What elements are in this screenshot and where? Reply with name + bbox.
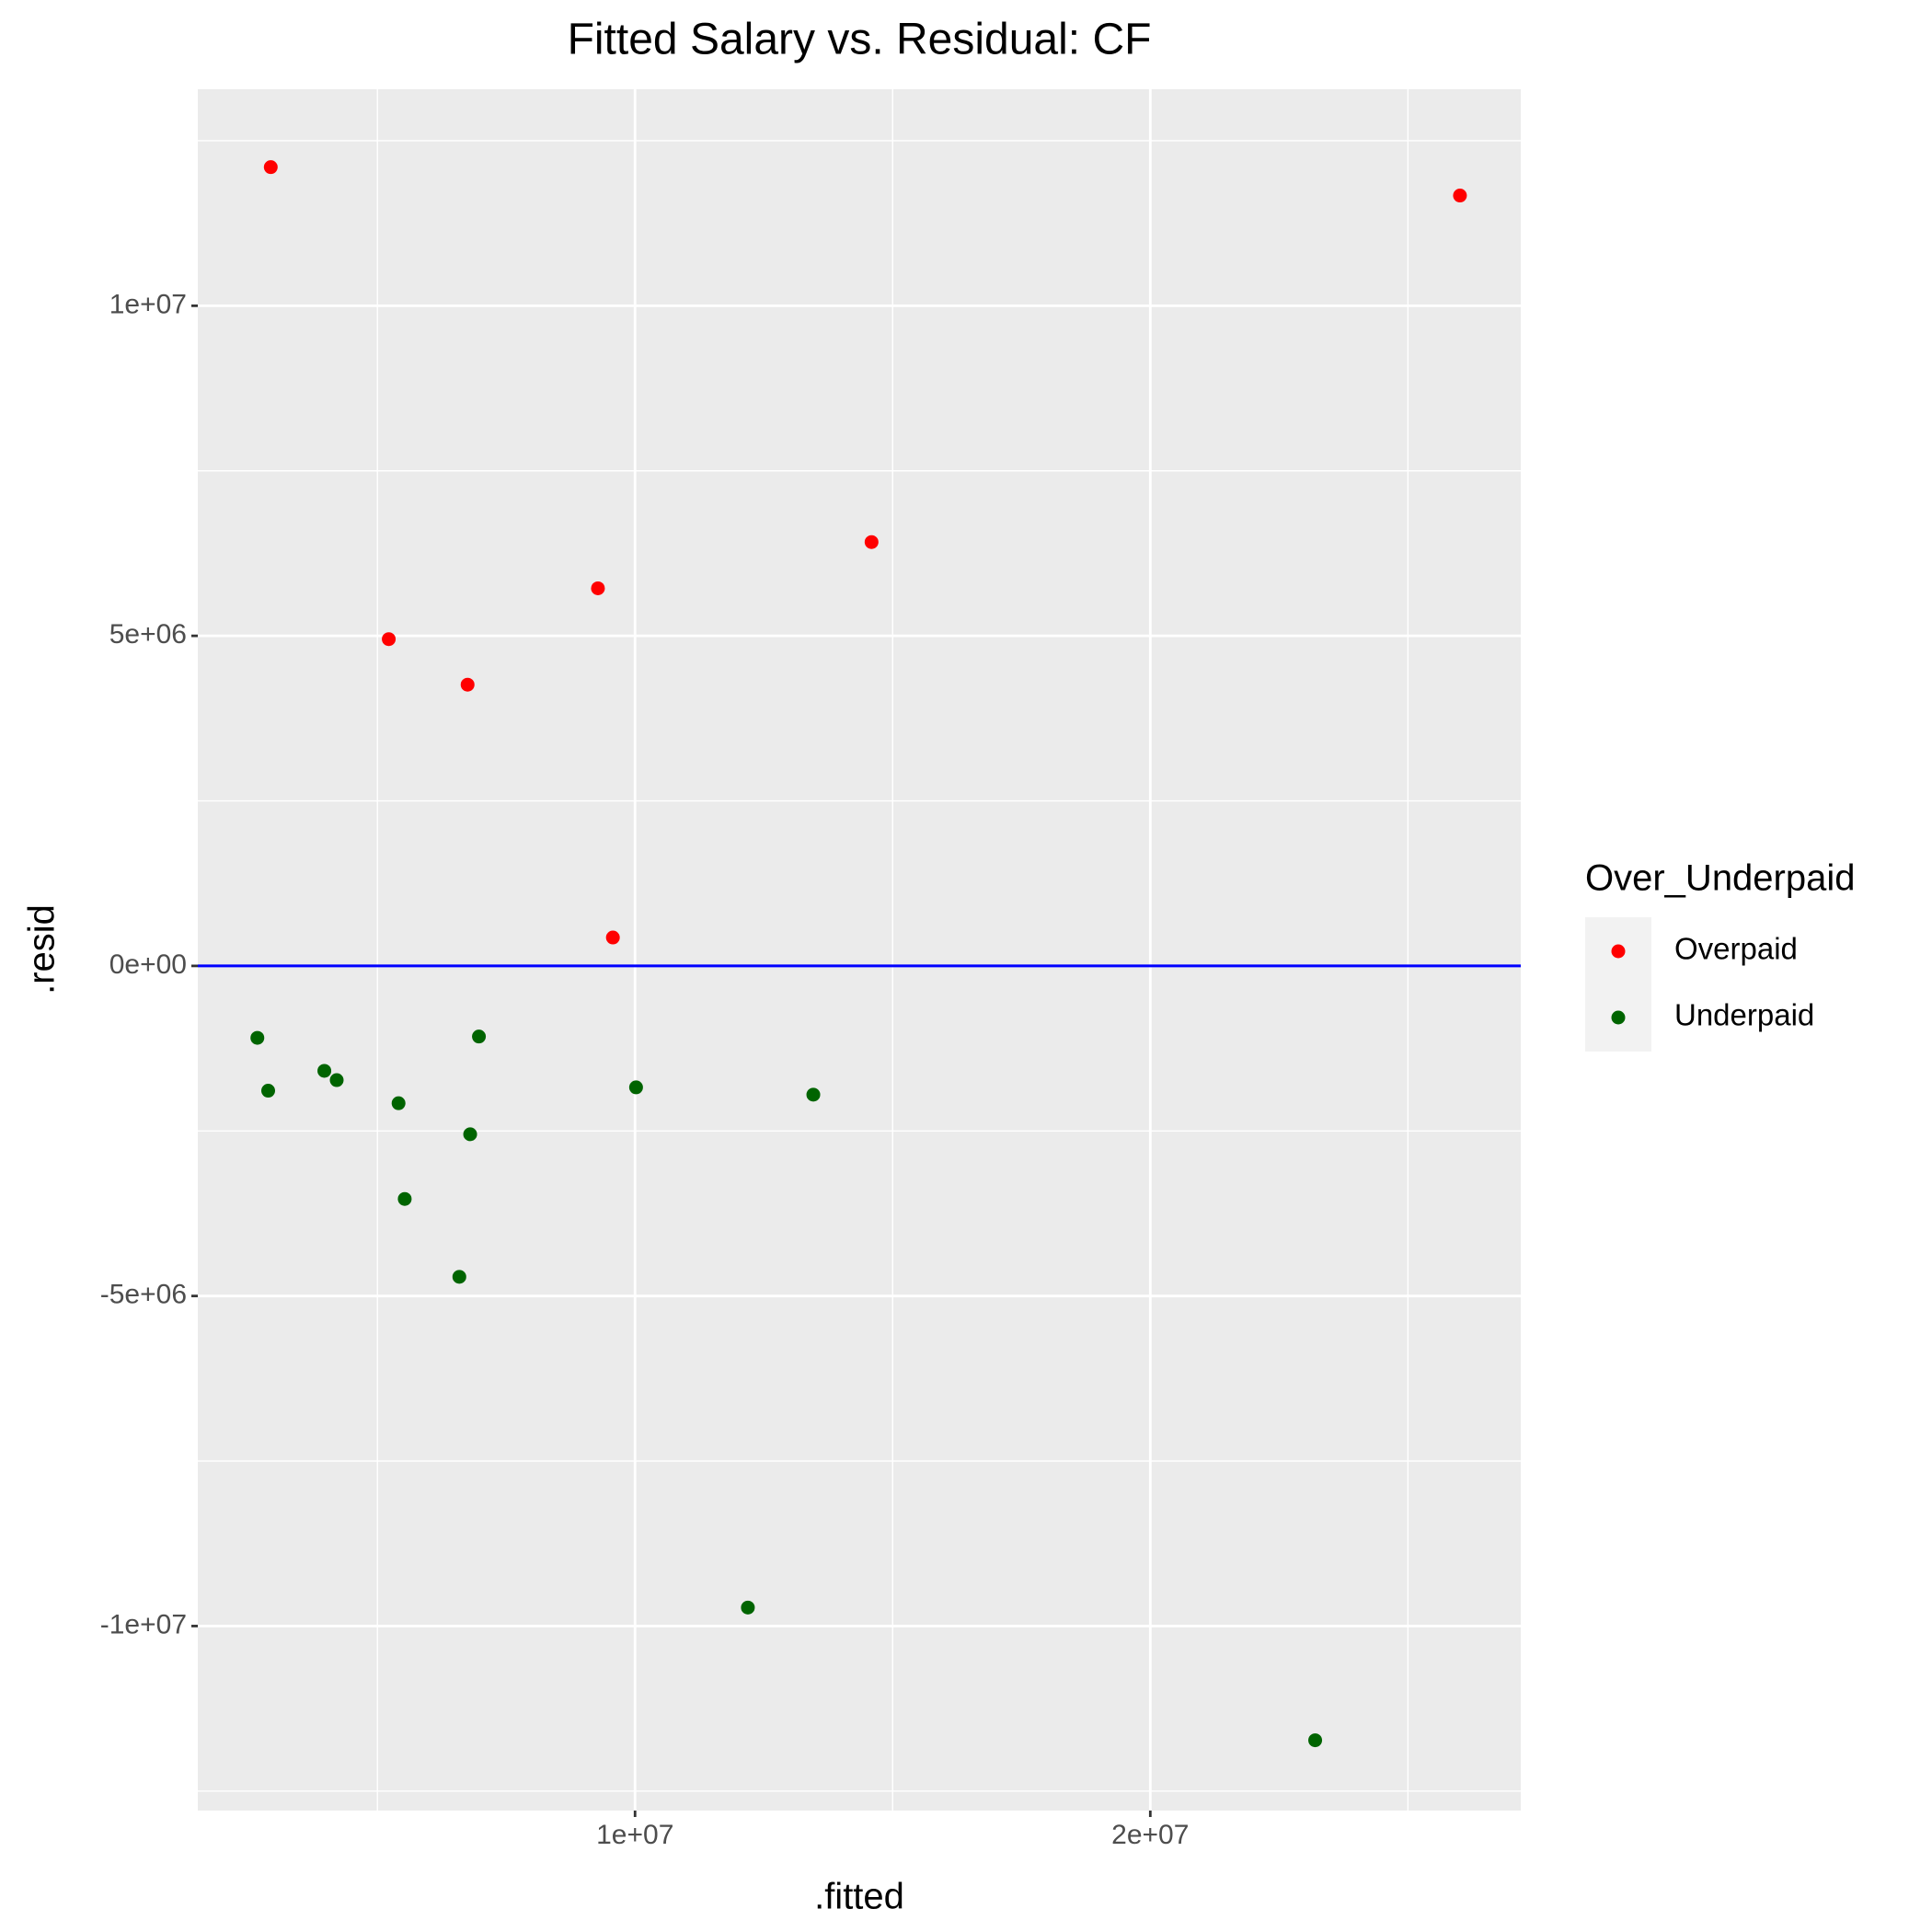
point: [382, 632, 397, 647]
point: [391, 1096, 406, 1110]
legend-key: [1611, 944, 1626, 959]
x-axis-title: .fitted: [814, 1877, 904, 1917]
y-axis-title: .resid: [22, 904, 63, 995]
legend-label: Overpaid: [1674, 932, 1798, 966]
point: [591, 581, 605, 595]
grid: [198, 89, 1521, 1811]
point: [1453, 189, 1467, 203]
y-tick-label: 5e+06: [109, 619, 187, 650]
point: [463, 1127, 477, 1142]
legend-key: [1611, 1010, 1626, 1025]
plot-panel: [198, 89, 1521, 1811]
y-tick-label: -1e+07: [100, 1609, 187, 1639]
point: [806, 1087, 821, 1102]
point: [397, 1191, 412, 1206]
point: [628, 1080, 643, 1095]
x-tick-label: 2e+07: [1111, 1820, 1189, 1850]
y-tick-label: -5e+06: [100, 1280, 187, 1310]
point: [472, 1029, 487, 1044]
x-tick-label: 1e+07: [596, 1820, 673, 1850]
point: [864, 535, 879, 549]
point: [329, 1073, 344, 1087]
point: [250, 1030, 265, 1045]
point: [261, 1084, 276, 1098]
legend-label: Underpaid: [1674, 998, 1814, 1032]
point: [317, 1064, 332, 1078]
legend-title: Over_Underpaid: [1585, 858, 1856, 899]
point: [741, 1600, 755, 1615]
point: [605, 930, 620, 945]
point: [460, 677, 475, 692]
legend-key-background: [1585, 917, 1651, 1052]
y-tick-label: 1e+07: [109, 289, 187, 319]
point: [452, 1270, 466, 1284]
marks: [250, 160, 1467, 1748]
chart-title: Fitted Salary vs. Residual: CF: [568, 16, 1152, 64]
point: [263, 160, 278, 175]
y-tick-label: 0e+00: [109, 949, 187, 980]
point: [1308, 1733, 1323, 1748]
